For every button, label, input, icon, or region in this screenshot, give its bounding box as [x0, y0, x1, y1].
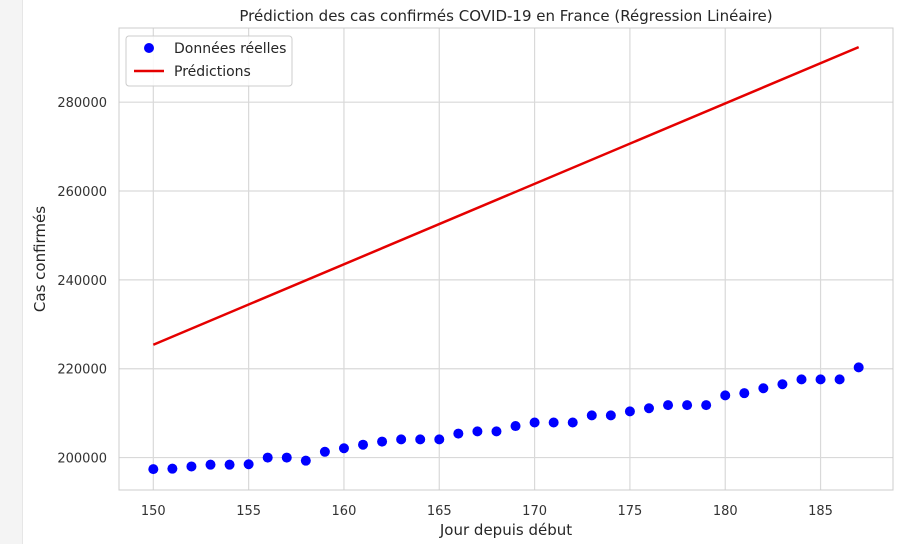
- y-tick-label-3: 260000: [57, 185, 107, 200]
- data-point-33: [777, 379, 788, 390]
- data-point-2: [186, 461, 197, 472]
- x-tick-label-5: 175: [618, 504, 643, 519]
- data-point-6: [262, 452, 273, 463]
- y-tick-label-4: 280000: [57, 96, 107, 111]
- data-point-36: [834, 374, 845, 385]
- data-point-27: [663, 400, 674, 411]
- y-tick-label-2: 240000: [57, 274, 107, 289]
- data-point-11: [358, 439, 369, 450]
- x-axis-label: Jour depuis début: [439, 521, 572, 539]
- data-point-4: [224, 459, 235, 470]
- legend: Données réelles Prédictions: [125, 35, 293, 87]
- data-point-5: [243, 459, 254, 470]
- data-point-21: [548, 417, 559, 428]
- data-point-26: [643, 403, 654, 414]
- data-point-16: [453, 428, 464, 439]
- y-axis-label: Cas confirmés: [31, 206, 49, 312]
- plot-frame: [118, 27, 894, 491]
- data-point-9: [319, 446, 330, 457]
- legend-label-pred: Prédictions: [174, 64, 251, 80]
- x-tick-label-7: 185: [808, 504, 833, 519]
- series-line-predictions: [152, 45, 860, 346]
- data-point-17: [472, 426, 483, 437]
- x-tick-label-0: 150: [141, 504, 166, 519]
- data-point-14: [415, 434, 426, 445]
- y-tick-label-0: 200000: [57, 452, 107, 467]
- y-tick-labels: 200000 220000 240000 260000 280000: [57, 96, 107, 466]
- data-point-35: [815, 374, 826, 385]
- left-margin-strip: [0, 0, 23, 544]
- data-point-20: [529, 417, 540, 428]
- series-layer: [148, 45, 864, 475]
- legend-box: [125, 35, 293, 87]
- data-point-0: [148, 464, 159, 475]
- data-point-32: [758, 383, 769, 394]
- data-point-3: [205, 459, 216, 470]
- grid-lines: [119, 28, 893, 490]
- data-point-7: [281, 452, 292, 463]
- legend-marker-scatter: [144, 43, 154, 53]
- data-point-18: [491, 426, 502, 437]
- x-tick-label-4: 170: [522, 504, 547, 519]
- data-point-15: [434, 434, 445, 445]
- x-tick-label-3: 165: [427, 504, 452, 519]
- y-tick-label-1: 220000: [57, 363, 107, 378]
- data-point-13: [396, 434, 407, 445]
- data-point-34: [796, 374, 807, 385]
- chart-title: Prédiction des cas confirmés COVID-19 en…: [239, 7, 772, 25]
- data-point-31: [739, 388, 750, 399]
- data-point-37: [853, 362, 864, 373]
- x-tick-label-2: 160: [332, 504, 357, 519]
- data-point-29: [701, 400, 712, 411]
- data-point-22: [567, 417, 578, 428]
- data-point-23: [586, 410, 597, 421]
- legend-label-real: Données réelles: [174, 41, 286, 57]
- data-point-19: [510, 421, 521, 432]
- x-tick-label-6: 180: [713, 504, 738, 519]
- data-point-12: [377, 436, 388, 447]
- x-tick-labels: 150 155 160 165 170 175 180 185: [141, 504, 833, 519]
- data-point-8: [300, 455, 311, 466]
- x-tick-label-1: 155: [236, 504, 261, 519]
- data-point-30: [720, 390, 731, 401]
- data-point-1: [167, 463, 178, 474]
- data-point-24: [605, 410, 616, 421]
- data-point-10: [338, 443, 349, 454]
- data-point-25: [624, 406, 635, 417]
- data-point-28: [682, 400, 693, 411]
